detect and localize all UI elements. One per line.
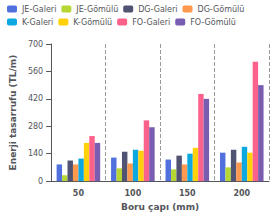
svg-text:700: 700 — [28, 40, 43, 49]
svg-text:FO-Galeri: FO-Galeri — [132, 18, 170, 27]
svg-text:200: 200 — [233, 189, 250, 198]
svg-text:JE-Galeri: JE-Galeri — [21, 5, 56, 14]
svg-text:50: 50 — [73, 189, 85, 198]
svg-text:560: 560 — [28, 67, 43, 76]
svg-text:420: 420 — [28, 94, 43, 103]
svg-text:DG-Galeri: DG-Galeri — [138, 5, 177, 14]
svg-text:Boru çapı (mm): Boru çapı (mm) — [121, 202, 199, 212]
svg-text:140: 140 — [28, 149, 43, 158]
svg-text:K-Galeri: K-Galeri — [22, 18, 53, 27]
svg-text:JE-Gömülü: JE-Gömülü — [75, 5, 118, 14]
svg-text:K-Gömülü: K-Gömülü — [73, 18, 112, 27]
svg-text:0: 0 — [38, 177, 43, 186]
svg-text:280: 280 — [28, 122, 43, 131]
svg-text:Enerji tasarrufu (TL/m): Enerji tasarrufu (TL/m) — [8, 55, 18, 171]
svg-text:DG-Gömülü: DG-Gömülü — [197, 5, 244, 14]
svg-text:100: 100 — [125, 189, 142, 198]
svg-text:150: 150 — [179, 189, 196, 198]
svg-text:FO-Gömülü: FO-Gömülü — [190, 18, 236, 27]
